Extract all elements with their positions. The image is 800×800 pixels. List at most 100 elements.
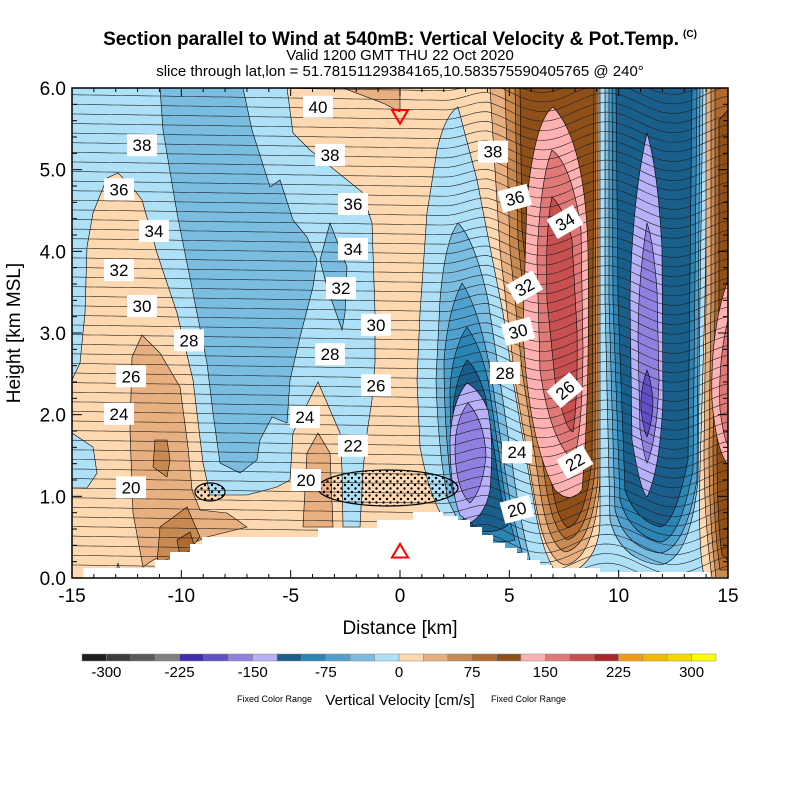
isentrope-label-text: 36 <box>344 195 363 214</box>
isentrope-line <box>72 504 728 527</box>
isentrope-line <box>72 168 728 191</box>
y-tick-label: 6.0 <box>40 79 66 100</box>
colorbar-swatch <box>642 653 668 662</box>
colorbar <box>81 653 717 662</box>
colorbar-swatch <box>398 653 424 662</box>
x-tick-label: 5 <box>504 586 515 607</box>
isentrope-label: 36 <box>497 183 533 213</box>
colorbar-swatch <box>228 653 253 662</box>
isentrope-line <box>72 149 728 172</box>
isentrope-label: 28 <box>315 343 346 366</box>
isentrope-line <box>72 495 728 517</box>
isentrope-line <box>72 111 728 134</box>
isentrope-label: 30 <box>126 295 157 318</box>
colorbar-swatch <box>569 653 595 662</box>
isentrope-line <box>72 312 728 335</box>
isentrope-line <box>72 408 728 431</box>
isentrope-line <box>72 226 728 249</box>
isentrope-line <box>72 284 728 306</box>
isentrope-line <box>72 466 728 489</box>
colorbar-swatch <box>666 653 692 662</box>
isentrope-label: 38 <box>126 134 157 157</box>
colorbar-swatch <box>423 653 449 662</box>
colorbar-swatch <box>325 653 351 662</box>
isentrope-line <box>72 236 728 258</box>
stippled-region <box>317 469 459 507</box>
isentrope-label: 20 <box>116 476 147 499</box>
isentrope-line <box>72 120 728 143</box>
colorbar-swatch <box>374 653 400 662</box>
isentrope-label-text: 24 <box>508 443 527 462</box>
y-tick-label: 3.0 <box>40 324 66 345</box>
isentrope-label-text: 24 <box>295 408 314 427</box>
chart-subtitle: Valid 1200 GMT THU 22 Oct 2020 <box>286 47 514 64</box>
isentrope-label-text: 22 <box>344 437 363 456</box>
colorbar-tick-label: -225 <box>165 664 195 681</box>
colorbar-note-right: Fixed Color Range <box>491 694 566 704</box>
isentrope-label: 36 <box>104 178 135 201</box>
isentrope-line <box>72 216 728 239</box>
isentrope-label: 36 <box>337 192 368 215</box>
isentrope-label: 28 <box>489 362 520 385</box>
colorbar-tick-label: -150 <box>238 664 268 681</box>
x-tick-label: -15 <box>58 586 85 607</box>
isentrope-lines <box>72 64 728 578</box>
chart-title: Section parallel to Wind at 540mB: Verti… <box>0 29 800 51</box>
isentrope-label: 26 <box>116 365 147 388</box>
isentrope-label-text: 28 <box>321 345 340 364</box>
y-tick-label: 1.0 <box>40 487 66 508</box>
isentrope-line <box>72 399 728 421</box>
colorbar-swatch <box>276 653 302 662</box>
isentrope-label: 26 <box>360 374 391 397</box>
colorbar-tick-label: 0 <box>395 664 403 681</box>
isentrope-line <box>72 245 728 268</box>
isentrope-label: 24 <box>289 406 320 429</box>
y-tick-label: 0.0 <box>40 569 66 590</box>
colorbar-swatch <box>545 653 570 662</box>
isentrope-labels: 3836343230282624204038363432302826242220… <box>104 95 594 524</box>
isentrope-label: 40 <box>303 95 333 118</box>
isentrope-line <box>72 360 728 383</box>
colorbar-tick-label: 225 <box>606 664 631 681</box>
isentrope-label-text: 20 <box>122 478 141 497</box>
y-tick-label: 5.0 <box>40 161 66 182</box>
isentrope-label-text: 36 <box>110 180 129 199</box>
colorbar-swatch <box>618 653 644 662</box>
stippled-region <box>194 482 226 502</box>
y-axis: 0.0 1.0 2.0 3.0 4.0 5.0 6.0 <box>40 79 66 590</box>
isentrope-label-text: 38 <box>321 146 340 165</box>
isentrope-line <box>72 255 728 277</box>
down-triangle-marker-icon <box>390 109 410 126</box>
isentrope-line <box>72 418 728 441</box>
isentrope-line <box>72 64 728 85</box>
isentrope-line <box>72 485 728 508</box>
colorbar-tick-label: 150 <box>533 664 558 681</box>
colorbar-swatch <box>106 653 132 662</box>
isentrope-label: 34 <box>139 219 169 242</box>
colorbar-tick-label: 75 <box>464 664 481 681</box>
x-tick-label: 10 <box>608 586 629 607</box>
isentrope-line <box>72 159 728 182</box>
isentrope-label-text: 34 <box>344 240 363 259</box>
isentrope-label-text: 34 <box>145 222 164 241</box>
isentrope-label: 22 <box>337 434 368 457</box>
isentrope-line <box>72 130 728 153</box>
colorbar-swatch <box>520 653 546 662</box>
colorbar-swatch <box>471 653 497 662</box>
isentrope-label-text: 26 <box>366 376 385 395</box>
isentrope-line <box>72 293 728 316</box>
isentrope-line <box>72 447 728 469</box>
colorbar-swatch <box>130 653 156 662</box>
isentrope-line <box>72 188 728 210</box>
y-axis-label: Height [km MSL] <box>4 263 25 403</box>
isentrope-label-text: 30 <box>366 316 385 335</box>
colorbar-tick-label: -75 <box>315 664 337 681</box>
isentrope-line <box>72 389 728 412</box>
isentrope-label-text: 30 <box>133 297 152 316</box>
isentrope-line <box>72 178 728 201</box>
isentrope-label-text: 20 <box>297 471 316 490</box>
vertical-velocity-fill <box>72 88 728 578</box>
isentrope-label-text: 38 <box>483 143 502 162</box>
isentrope-label-text: 20 <box>506 498 529 521</box>
